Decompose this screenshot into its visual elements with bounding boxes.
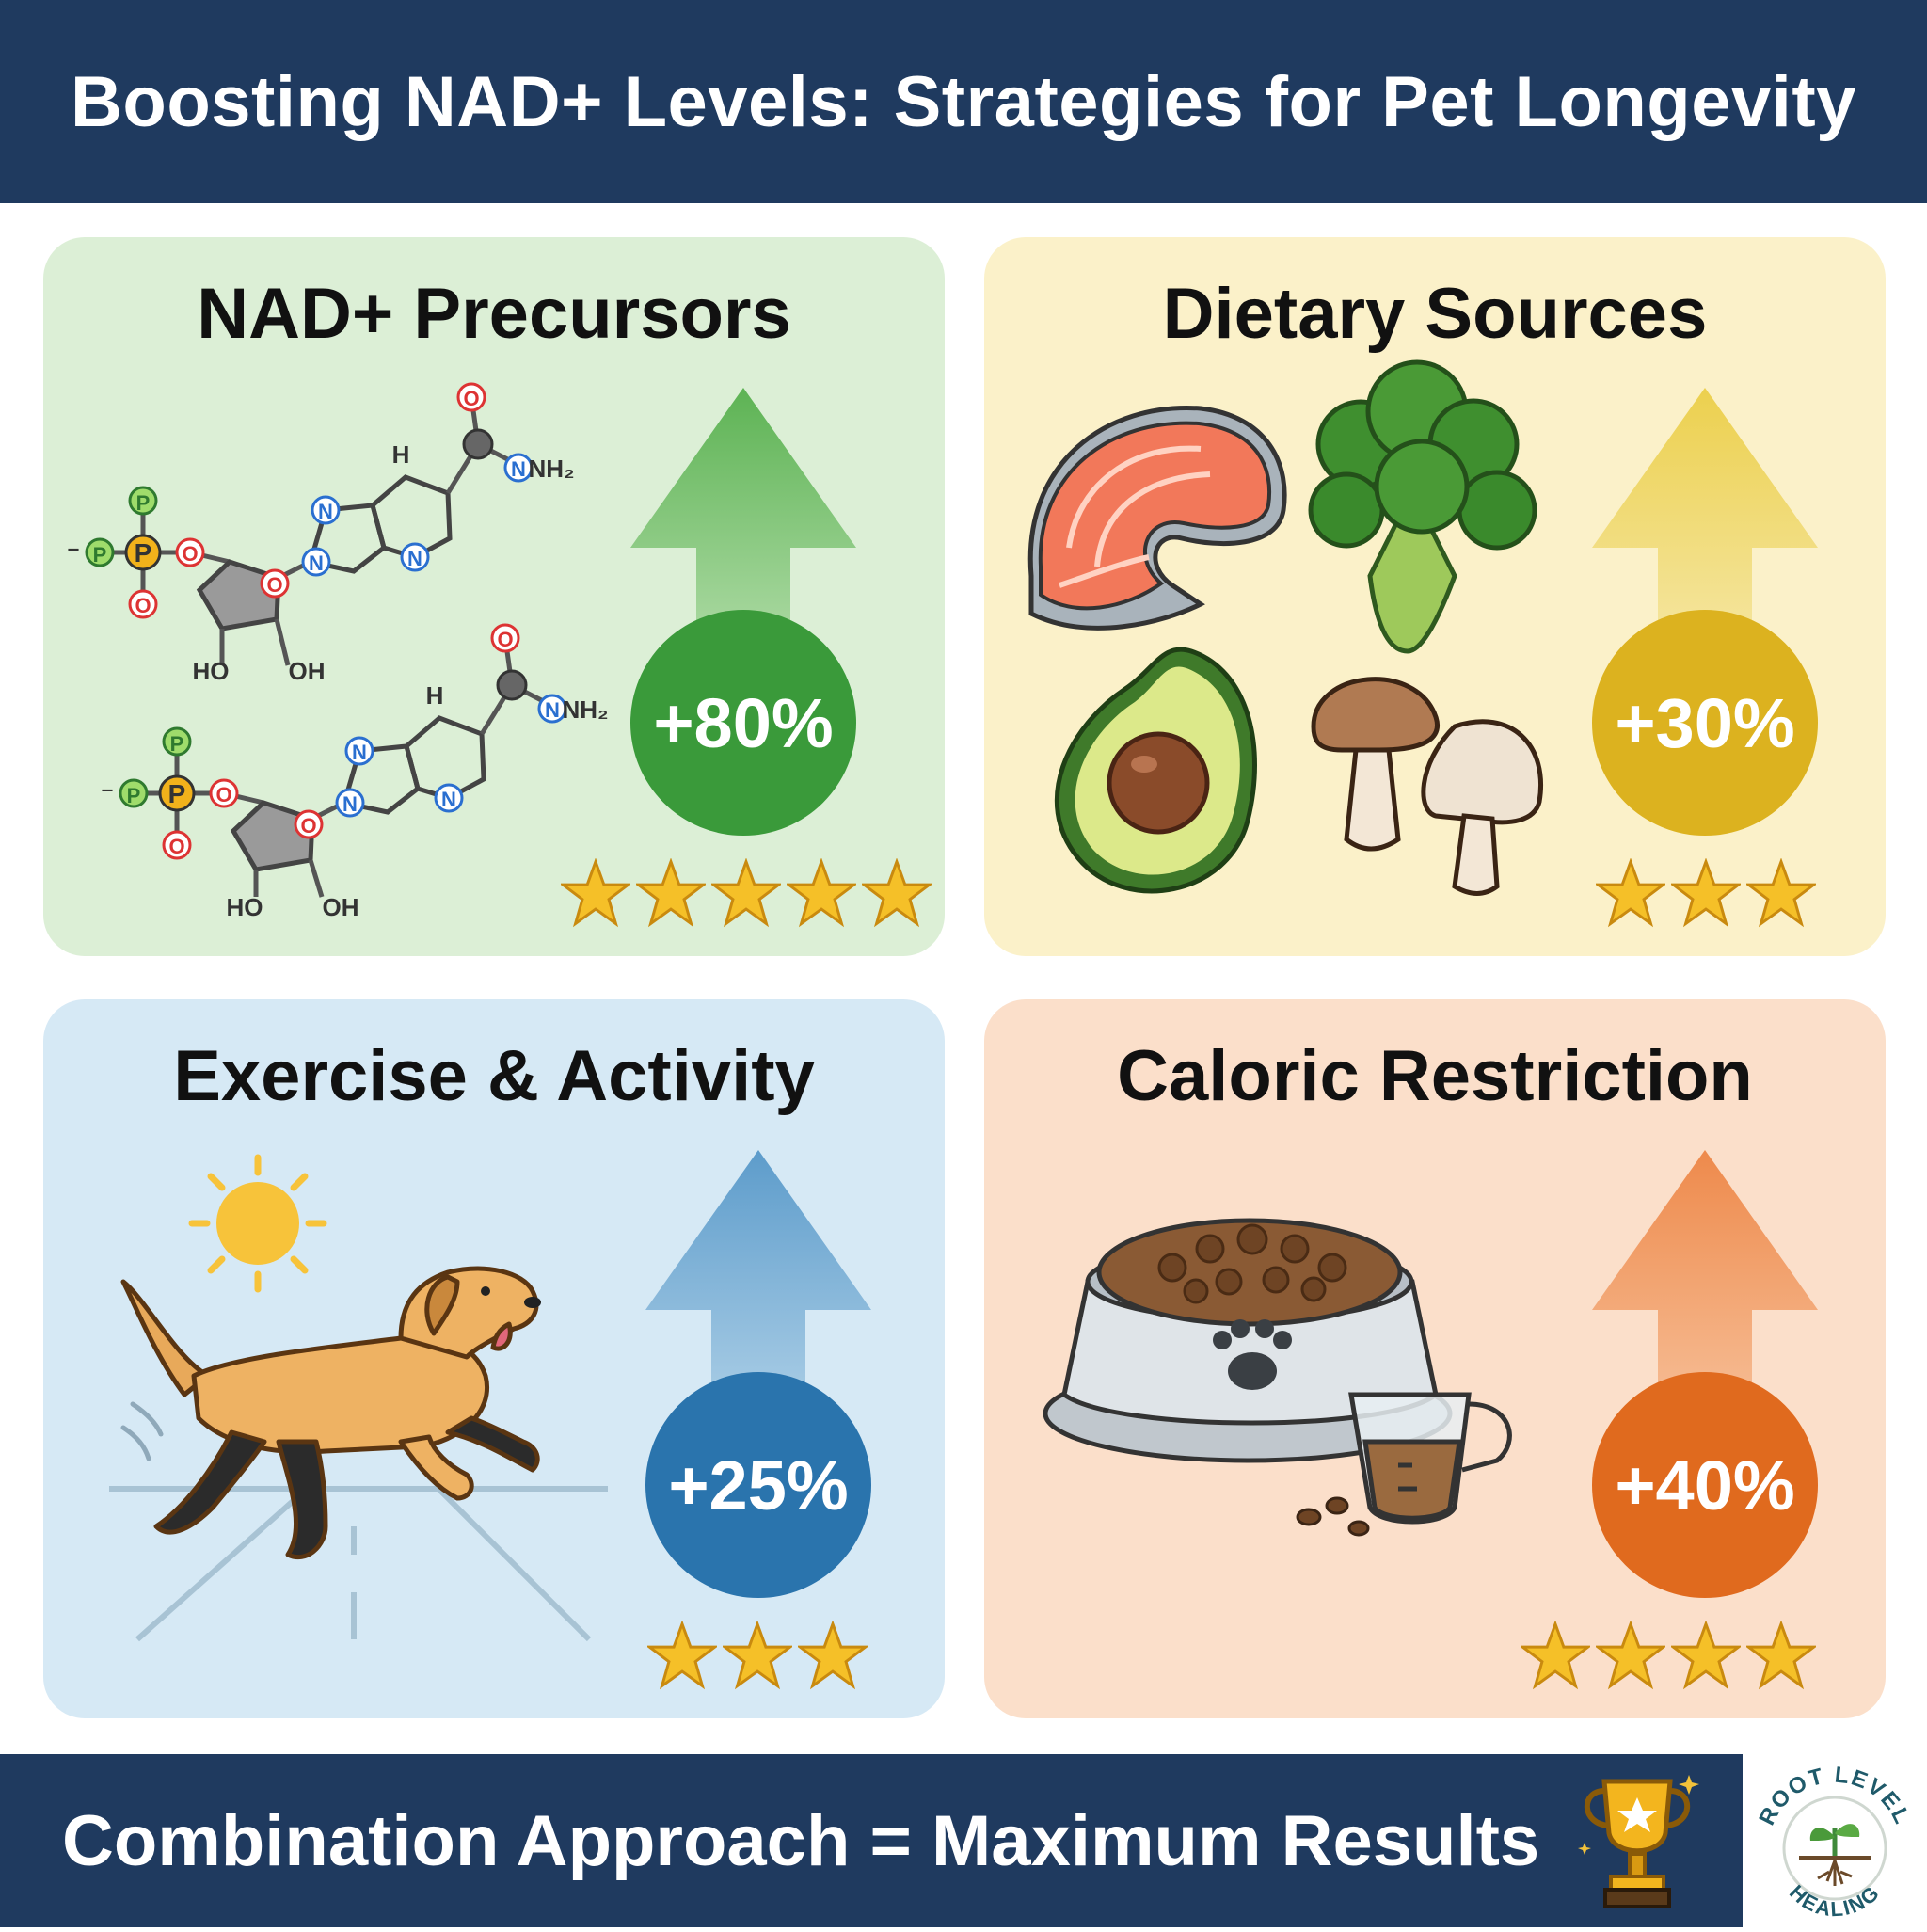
star-icon xyxy=(862,858,932,928)
svg-text:OH: OH xyxy=(289,657,326,685)
svg-text:P: P xyxy=(136,491,151,515)
avocado-icon xyxy=(1054,647,1257,894)
svg-text:⁻: ⁻ xyxy=(67,539,80,567)
svg-text:N: N xyxy=(441,788,456,811)
card-caloric-restriction: Caloric Restriction xyxy=(984,999,1886,1718)
star-icon xyxy=(636,858,706,928)
measuring-cup-icon xyxy=(1348,1392,1512,1525)
dog-icon xyxy=(120,1266,541,1560)
star-icon xyxy=(1521,1621,1590,1690)
svg-text:N: N xyxy=(309,551,324,575)
mushroom-icon xyxy=(1311,677,1543,896)
percent-badge: +80% xyxy=(630,610,856,836)
star-icon xyxy=(787,858,856,928)
food-bowl-icon xyxy=(1043,1218,1453,1463)
star-icon xyxy=(1671,858,1741,928)
header-bar: Boosting NAD+ Levels: Strategies for Pet… xyxy=(0,0,1927,203)
card-dietary-sources: Dietary Sources xyxy=(984,237,1886,956)
trophy-icon xyxy=(1578,1775,1699,1908)
broccoli-icon xyxy=(1308,359,1537,654)
star-icon xyxy=(723,1621,792,1690)
bowl-scene xyxy=(1043,1218,1512,1537)
svg-text:P: P xyxy=(135,538,152,567)
svg-text:HO: HO xyxy=(193,657,230,685)
molecule-icon: P P P ⁻ O O O HO OH N N N H O N N xyxy=(67,382,609,921)
page-title: Boosting NAD+ Levels: Strategies for Pet… xyxy=(71,61,1856,142)
card-title: Dietary Sources xyxy=(1162,274,1708,354)
card-title: Exercise & Activity xyxy=(173,1036,815,1116)
food-icons xyxy=(1027,359,1543,896)
svg-text:O: O xyxy=(300,814,316,838)
svg-text:N: N xyxy=(407,547,422,570)
salmon-icon xyxy=(1027,405,1287,631)
star-icon xyxy=(1596,1621,1665,1690)
rating-stars xyxy=(647,1621,868,1690)
star-icon xyxy=(1746,858,1816,928)
rating-stars xyxy=(1521,1621,1816,1690)
svg-text:O: O xyxy=(215,783,231,806)
svg-text:N: N xyxy=(511,457,526,481)
dog-scene xyxy=(109,1154,608,1642)
star-icon xyxy=(1671,1621,1741,1690)
svg-text:O: O xyxy=(135,594,151,617)
percent-badge: +30% xyxy=(1592,610,1818,836)
svg-text:⁻: ⁻ xyxy=(101,780,114,808)
star-icon xyxy=(798,1621,868,1690)
svg-text:H: H xyxy=(426,681,444,710)
up-arrow-icon xyxy=(1592,388,1818,708)
footer-bar: Combination Approach = Maximum Results xyxy=(0,1754,1743,1927)
svg-text:O: O xyxy=(463,387,479,410)
svg-text:O: O xyxy=(168,835,184,858)
svg-text:HO: HO xyxy=(227,893,263,921)
rating-stars xyxy=(561,858,932,928)
svg-text:P: P xyxy=(168,779,186,808)
svg-text:P: P xyxy=(170,732,184,756)
root-level-healing-logo: ROOT LEVEL HEALING xyxy=(1754,1763,1913,1922)
svg-text:NH₂: NH₂ xyxy=(528,455,574,483)
svg-text:N: N xyxy=(545,698,560,722)
card-title: Caloric Restriction xyxy=(1117,1036,1753,1116)
svg-text:OH: OH xyxy=(323,893,359,921)
star-icon xyxy=(561,858,630,928)
rating-stars xyxy=(1596,858,1816,928)
svg-text:N: N xyxy=(342,792,358,816)
up-arrow-icon xyxy=(630,388,856,708)
svg-text:P: P xyxy=(127,784,141,807)
card-nad-precursors: NAD+ Precursors P P P xyxy=(43,237,945,956)
svg-text:P: P xyxy=(93,543,107,567)
sun-icon xyxy=(188,1154,327,1293)
svg-text:O: O xyxy=(266,573,282,597)
card-exercise-activity: Exercise & Activity xyxy=(43,999,945,1718)
up-arrow-icon xyxy=(1592,1150,1818,1470)
svg-text:O: O xyxy=(497,628,513,651)
percent-badge: +40% xyxy=(1592,1372,1818,1598)
star-icon xyxy=(1746,1621,1816,1690)
percent-badge: +25% xyxy=(645,1372,871,1598)
paw-icon xyxy=(1213,1319,1292,1390)
card-title: NAD+ Precursors xyxy=(197,274,791,354)
svg-text:N: N xyxy=(318,500,333,523)
svg-text:H: H xyxy=(392,440,410,469)
star-icon xyxy=(1596,858,1665,928)
svg-text:NH₂: NH₂ xyxy=(562,695,608,724)
star-icon xyxy=(647,1621,717,1690)
up-arrow-icon xyxy=(645,1150,871,1470)
star-icon xyxy=(711,858,781,928)
logo-area: ROOT LEVEL HEALING xyxy=(1743,1754,1927,1927)
svg-text:N: N xyxy=(352,741,367,764)
footer-text: Combination Approach = Maximum Results xyxy=(62,1800,1540,1881)
svg-text:O: O xyxy=(182,542,198,566)
